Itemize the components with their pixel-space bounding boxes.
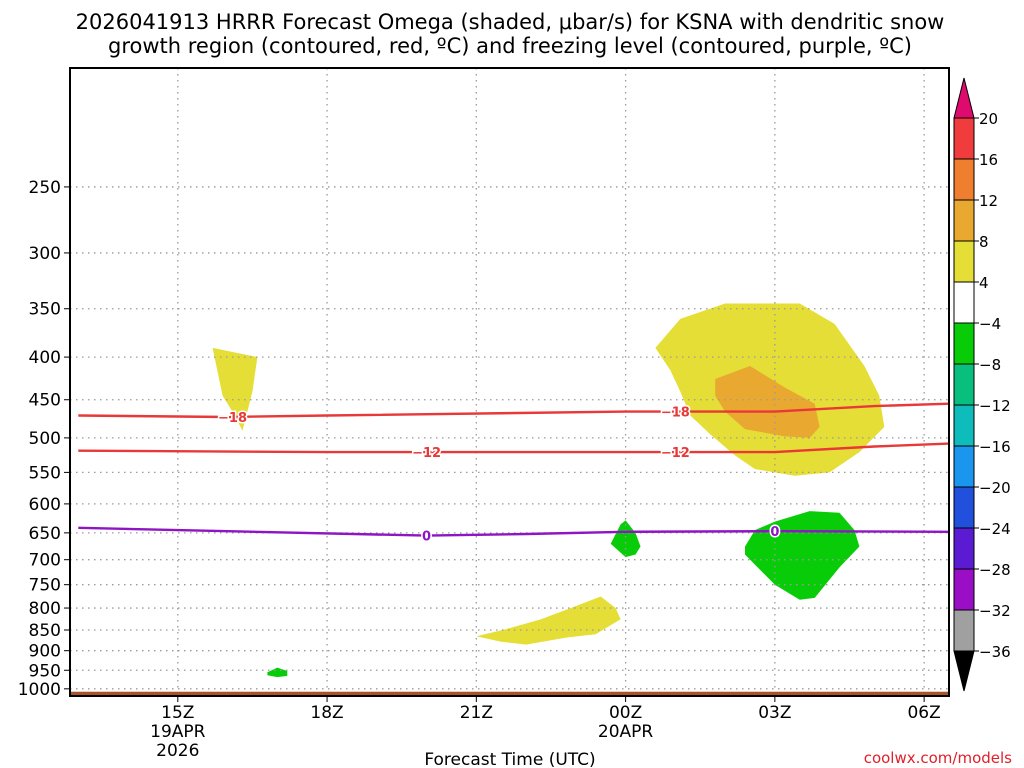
x-tick-sublabel-20APR: 20APR xyxy=(598,722,654,742)
y-tick-label-550: 550 xyxy=(29,463,61,483)
colorbar-box-12 xyxy=(953,609,975,652)
colorbar-box-2 xyxy=(953,199,975,242)
omega-shading-layer xyxy=(212,303,885,678)
colorbar-box-10 xyxy=(953,527,975,570)
omega-region-updraft-0200 xyxy=(476,596,621,645)
colorbar-label-2: 12 xyxy=(979,192,998,210)
y-tick-label-950: 950 xyxy=(29,661,61,681)
colorbar-label-6: −8 xyxy=(979,356,1001,374)
title-line-2: growth region (contoured, red, ºC) and f… xyxy=(108,34,912,58)
y-tick-label-800: 800 xyxy=(29,599,61,619)
x-tick-label-21Z: 21Z xyxy=(460,703,493,723)
contour-temp-12 xyxy=(78,442,950,454)
colorbar-label-4: 4 xyxy=(979,274,989,292)
colorbar-box-9 xyxy=(953,486,975,529)
colorbar-label-0: 20 xyxy=(979,110,998,128)
colorbar-label-11: −28 xyxy=(979,561,1011,579)
colorbar-arrow-bottom xyxy=(953,650,975,692)
x-tick-label-00Z: 00Z xyxy=(609,703,642,723)
y-tick-label-450: 450 xyxy=(29,391,61,411)
credit-text: coolwx.com/models xyxy=(864,749,1012,767)
y-tick-label-300: 300 xyxy=(29,244,61,264)
contour-freezing-level xyxy=(78,526,950,537)
y-tick-label-850: 850 xyxy=(29,621,61,641)
colorbar-box-4 xyxy=(953,281,975,324)
colorbar-box-5 xyxy=(953,322,975,365)
ground-surface xyxy=(70,691,949,696)
contour-temp-18 xyxy=(78,402,950,419)
colorbar-label-7: −12 xyxy=(979,397,1011,415)
omega-region-updraft-1500 xyxy=(212,347,258,431)
x-tick-sublabel-2026: 2026 xyxy=(156,741,199,761)
contour-label-temp-12-0: −12 xyxy=(412,446,441,461)
y-tick-label-750: 750 xyxy=(29,576,61,596)
colorbar-arrow-top xyxy=(953,77,975,119)
colorbar-label-9: −20 xyxy=(979,479,1011,497)
colorbar-box-11 xyxy=(953,568,975,611)
y-tick-label-350: 350 xyxy=(29,300,61,320)
colorbar-box-7 xyxy=(953,404,975,447)
y-tick-label-900: 900 xyxy=(29,642,61,662)
x-tick-label-03Z: 03Z xyxy=(758,703,791,723)
colorbar-label-3: 8 xyxy=(979,233,989,251)
colorbar-box-6 xyxy=(953,363,975,406)
y-tick-label-700: 700 xyxy=(29,551,61,571)
x-tick-sublabel-19APR: 19APR xyxy=(150,722,206,742)
plot-frame xyxy=(69,67,950,697)
y-tick-label-500: 500 xyxy=(29,429,61,449)
contour-label-temp-12-1: −12 xyxy=(661,446,690,461)
grid-layer xyxy=(70,68,949,696)
colorbar-label-1: 16 xyxy=(979,151,998,169)
contour-label-freezing-level-0: 0 xyxy=(422,530,431,545)
colorbar-box-1 xyxy=(953,158,975,201)
x-tick-label-18Z: 18Z xyxy=(310,703,343,723)
y-tick-label-1000: 1000 xyxy=(18,680,61,700)
y-tick-label-400: 400 xyxy=(29,348,61,368)
x-tick-label-06Z: 06Z xyxy=(907,703,940,723)
colorbar-box-3 xyxy=(953,240,975,283)
y-tick-label-650: 650 xyxy=(29,524,61,544)
colorbar-label-12: −32 xyxy=(979,602,1011,620)
contour-label-freezing-level-1: 0 xyxy=(770,525,779,540)
omega-region-updraft-core-0430 xyxy=(715,366,820,438)
omega-region-downdraft-1700 xyxy=(267,667,288,678)
contour-label-temp-18-1: −18 xyxy=(661,406,690,421)
colorbar-label-10: −24 xyxy=(979,520,1011,538)
omega-region-downdraft-0400 xyxy=(745,511,860,600)
y-tick-label-250: 250 xyxy=(29,178,61,198)
y-tick-label-600: 600 xyxy=(29,495,61,515)
x-tick-label-15Z: 15Z xyxy=(161,703,194,723)
colorbar-label-5: −4 xyxy=(979,315,1001,333)
pressure-axis: 2503003504004505005506006507007508008509… xyxy=(18,178,70,700)
omega-region-downdraft-0000 xyxy=(610,520,641,558)
contour-label-temp-18-0: −18 xyxy=(218,411,247,426)
colorbar-label-13: −36 xyxy=(979,643,1011,661)
colorbar: 20 16 12 8 4 −4 −8 −12 −16 −20 −24 −28 −32 −36 xyxy=(953,77,1011,692)
colorbar-label-8: −16 xyxy=(979,438,1011,456)
chart-title: 2026041913 HRRR Forecast Omega (shaded, … xyxy=(76,10,945,58)
colorbar-box-8 xyxy=(953,445,975,488)
x-axis-title: Forecast Time (UTC) xyxy=(424,750,595,768)
contour-layer: −18 −18 −12 −12 0 0 xyxy=(78,402,950,546)
colorbar-box-0 xyxy=(953,117,975,160)
title-line-1: 2026041913 HRRR Forecast Omega (shaded, … xyxy=(76,10,945,34)
